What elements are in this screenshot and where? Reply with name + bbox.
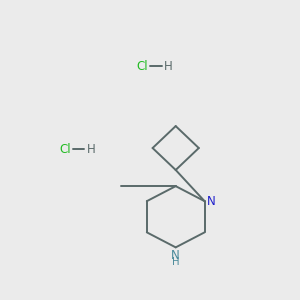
- Text: N: N: [206, 195, 215, 208]
- Text: H: H: [164, 59, 173, 73]
- Text: H: H: [87, 143, 95, 156]
- Text: Cl: Cl: [136, 59, 148, 73]
- Text: H: H: [172, 257, 180, 267]
- Text: N: N: [171, 248, 180, 262]
- Text: Cl: Cl: [59, 143, 70, 156]
